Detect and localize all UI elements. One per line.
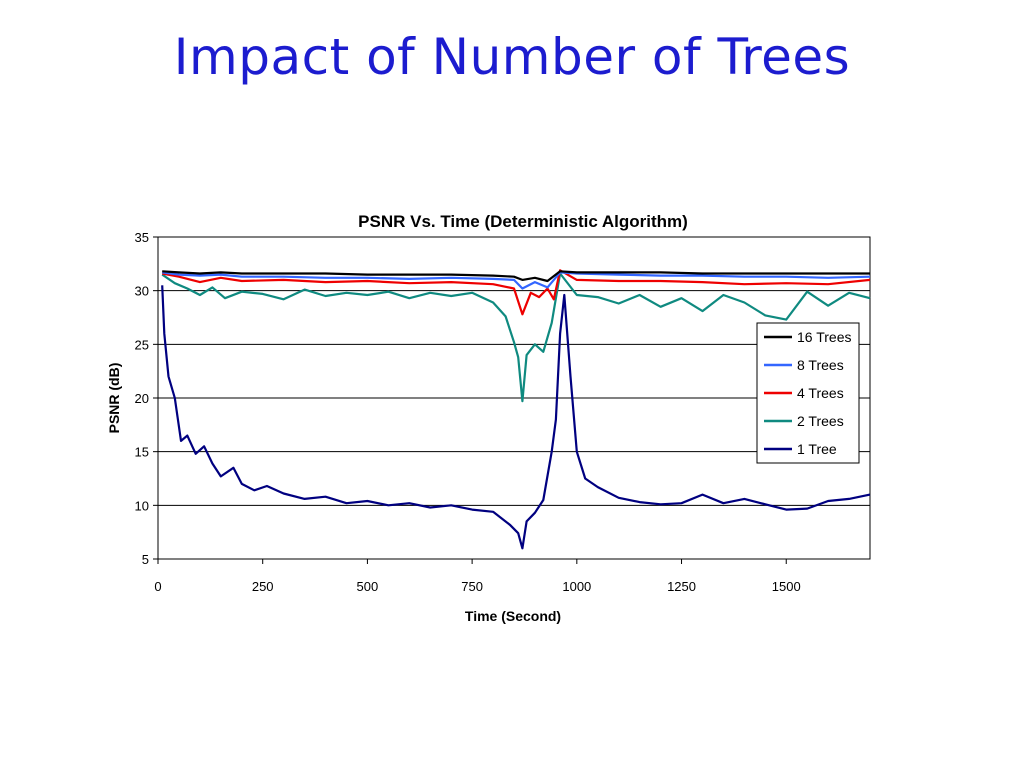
y-tick-label: 20: [135, 391, 149, 406]
y-tick-label: 5: [142, 552, 149, 567]
legend-entry: 16 Trees: [797, 329, 851, 345]
chart-title: PSNR Vs. Time (Deterministic Algorithm): [358, 212, 688, 231]
slide-title: Impact of Number of Trees: [173, 28, 851, 86]
legend-entry: 1 Tree: [797, 441, 837, 457]
y-tick-label: 15: [135, 445, 149, 460]
legend-entry: 2 Trees: [797, 413, 844, 429]
x-axis-ticks: 0 250 500 750 1000 1250 1500: [154, 559, 801, 594]
series-line-16-trees: [162, 270, 870, 283]
series-line-2-trees: [161, 272, 871, 403]
x-tick-label: 750: [461, 579, 483, 594]
x-tick-label: 1250: [667, 579, 696, 594]
x-tick-label: 500: [357, 579, 379, 594]
series-lines: [161, 269, 871, 550]
y-tick-label: 30: [135, 284, 149, 299]
series-line-8-trees: [162, 271, 871, 290]
y-tick-label: 10: [135, 498, 149, 513]
series-line-1-tree: [161, 285, 871, 550]
y-axis-ticks: 5 10 15 20 25 30 35: [135, 230, 158, 567]
y-tick-label: 35: [135, 230, 149, 245]
x-tick-label: 0: [154, 579, 161, 594]
legend: 16 Trees 8 Trees 4 Trees 2 Trees 1 Tree: [756, 322, 860, 464]
legend-entry: 4 Trees: [797, 385, 844, 401]
y-tick-label: 25: [135, 337, 149, 352]
x-tick-label: 1500: [772, 579, 801, 594]
x-tick-label: 1000: [562, 579, 591, 594]
x-axis-title: Time (Second): [465, 608, 561, 624]
legend-entry: 8 Trees: [797, 357, 844, 373]
x-tick-label: 250: [252, 579, 274, 594]
series-line-4-trees: [161, 269, 871, 316]
y-axis-title: PSNR (dB): [106, 363, 122, 434]
